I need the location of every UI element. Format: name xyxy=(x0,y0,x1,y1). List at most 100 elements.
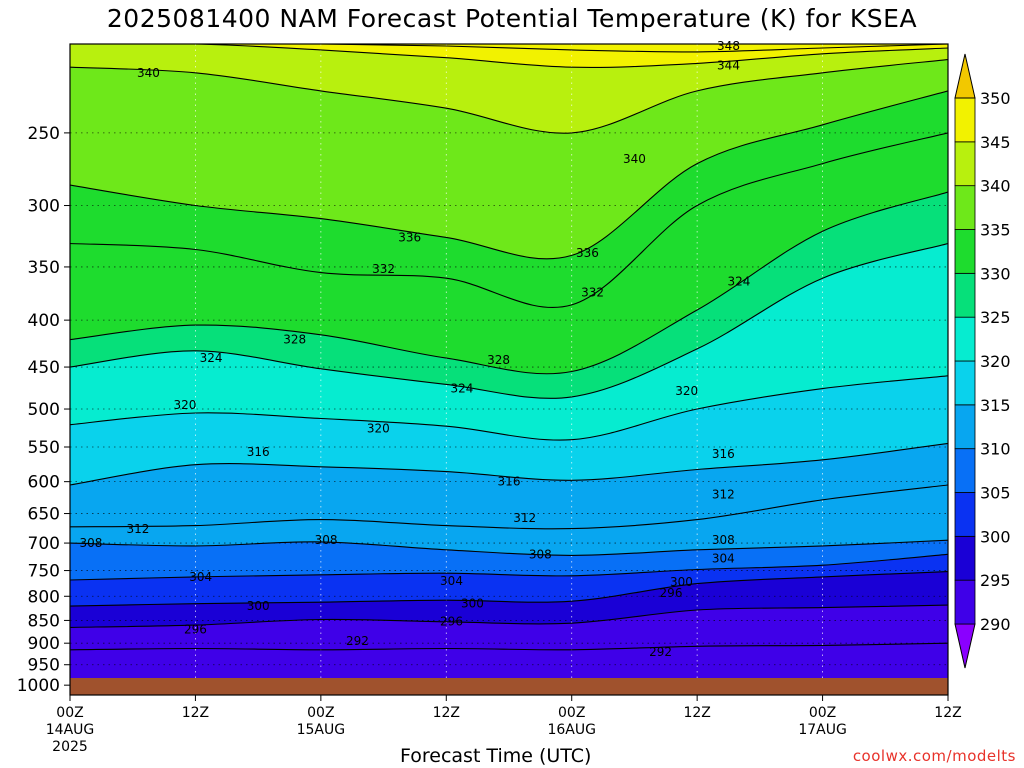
x-axis-label: Forecast Time (UTC) xyxy=(400,745,592,767)
y-tick-label: 350 xyxy=(28,258,60,278)
contour-label: 324 xyxy=(727,274,750,288)
colorbar-tick-label: 290 xyxy=(980,615,1011,634)
colorbar-swatch xyxy=(954,185,976,230)
y-tick-label: 650 xyxy=(28,505,60,525)
colorbar-swatch xyxy=(954,535,976,581)
x-date-label: 14AUG xyxy=(46,722,95,738)
contour-label: 300 xyxy=(247,599,270,613)
contour-label: 316 xyxy=(247,445,270,459)
contour-label: 348 xyxy=(717,39,740,53)
contour-label: 312 xyxy=(513,511,536,525)
colorbar-tick-label: 325 xyxy=(980,308,1011,327)
y-tick-label: 750 xyxy=(28,562,60,582)
contour-label: 296 xyxy=(184,623,207,637)
colorbar-tick-label: 310 xyxy=(980,440,1011,459)
y-tick-label: 300 xyxy=(28,197,60,217)
x-tick-label: 12Z xyxy=(433,705,460,721)
colorbar-tick-label: 330 xyxy=(980,264,1011,283)
contour-label: 300 xyxy=(670,575,693,589)
colorbar-min-arrow xyxy=(954,623,976,669)
x-tick-label: 12Z xyxy=(934,705,961,721)
colorbar-swatch xyxy=(954,272,976,318)
colorbar-tick-label: 340 xyxy=(980,177,1011,196)
contour-label: 324 xyxy=(451,382,474,396)
contour-label: 336 xyxy=(576,246,599,260)
contour-label: 304 xyxy=(189,570,212,584)
colorbar-swatch xyxy=(954,316,976,362)
contour-label: 340 xyxy=(623,152,646,166)
contour-label: 328 xyxy=(487,353,510,367)
colorbar-tick-label: 350 xyxy=(980,89,1011,108)
y-tick-label: 250 xyxy=(28,124,60,144)
colorbar-swatch xyxy=(954,97,976,143)
y-tick-label: 450 xyxy=(28,358,60,378)
colorbar-tick-label: 300 xyxy=(980,527,1011,546)
chart-title: 2025081400 NAM Forecast Potential Temper… xyxy=(106,4,918,33)
x-tick-label: 00Z xyxy=(56,705,83,721)
colorbar-tick-label: 305 xyxy=(980,484,1011,503)
grid-lines xyxy=(70,44,948,695)
contour-label: 304 xyxy=(712,552,735,566)
y-tick-label: 400 xyxy=(28,311,60,331)
ground-surface xyxy=(70,678,948,695)
colorbar-swatch xyxy=(954,448,976,493)
contour-label: 316 xyxy=(498,475,521,489)
isentrope-336 xyxy=(70,90,948,260)
contour-label: 296 xyxy=(440,614,463,628)
x-tick-label: 12Z xyxy=(683,705,710,721)
y-axis: 250 300 350 400 450 500 550 600 650 700 750 800 850 9… xyxy=(17,124,70,696)
contour-label: 320 xyxy=(367,421,390,435)
colorbar-swatch xyxy=(954,141,976,187)
isentrope-340 xyxy=(70,59,948,134)
isentrope-300 xyxy=(70,571,948,607)
isentrope-308 xyxy=(70,539,948,556)
colorbar-swatch xyxy=(954,360,976,406)
colorbar-tick-label: 345 xyxy=(980,133,1011,152)
colorbar-swatch xyxy=(954,492,976,537)
contour-label: 304 xyxy=(440,574,463,588)
colorbar: 290 295 300 305 310 315 320 325 330 335 340 345 350 xyxy=(954,53,1011,669)
contour-label: 332 xyxy=(372,262,395,276)
colorbar-tick-label: 335 xyxy=(980,221,1011,240)
colorbar-tick-label: 295 xyxy=(980,571,1011,590)
y-tick-label: 550 xyxy=(28,438,60,458)
contour-label: 312 xyxy=(126,522,149,536)
contour-label: 344 xyxy=(717,58,740,72)
contour-label: 328 xyxy=(283,333,306,347)
x-tick-label: 00Z xyxy=(809,705,836,721)
isentrope-304 xyxy=(70,553,948,581)
contour-label: 324 xyxy=(200,351,223,365)
contour-label: 292 xyxy=(649,645,672,659)
contour-label: 300 xyxy=(461,597,484,611)
colorbar-tick-label: 315 xyxy=(980,396,1011,415)
x-date-label: 15AUG xyxy=(297,722,346,738)
contour-label: 316 xyxy=(712,447,735,461)
contour-label: 308 xyxy=(529,547,552,561)
contour-label: 308 xyxy=(79,536,102,550)
colorbar-swatch xyxy=(954,404,976,450)
isentrope-312 xyxy=(70,484,948,530)
colorbar-tick-label: 320 xyxy=(980,352,1011,371)
isentrope-348 xyxy=(70,44,948,53)
source-credit-link[interactable]: coolwx.com/modelts xyxy=(852,747,1016,765)
y-tick-label: 850 xyxy=(28,611,60,631)
contour-label: 292 xyxy=(346,634,369,648)
contour-label: 332 xyxy=(581,285,604,299)
contour-label: 308 xyxy=(712,533,735,547)
y-tick-label: 500 xyxy=(28,400,60,420)
y-tick-label: 800 xyxy=(28,587,60,607)
contour-label: 296 xyxy=(660,586,683,600)
plot-frame xyxy=(69,43,949,696)
contour-label: 308 xyxy=(315,533,338,547)
contour-label: 336 xyxy=(398,230,421,244)
y-tick-label: 600 xyxy=(28,473,60,493)
colorbar-max-arrow xyxy=(954,53,976,99)
contour-labels: 340 348 344 340 336 336 332 332 324 328 328 324 324 3… xyxy=(79,39,750,659)
isentrope-324 xyxy=(70,242,948,399)
isentrope-296 xyxy=(70,604,948,628)
x-date-label: 16AUG xyxy=(547,722,596,738)
x-date-label: 17AUG xyxy=(798,722,847,738)
isentrope-332 xyxy=(70,132,948,309)
